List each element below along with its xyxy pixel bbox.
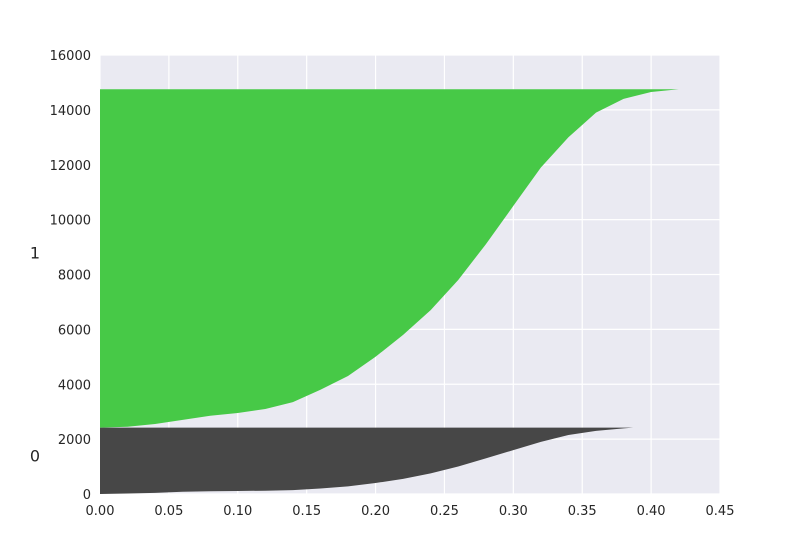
y-tick-label: 0 (83, 488, 91, 503)
x-tick-label: 0.30 (499, 504, 528, 519)
x-tick-label: 0.00 (86, 504, 115, 519)
x-tick-label: 0.05 (154, 504, 183, 519)
y-tick-label: 4000 (58, 378, 91, 393)
x-tick-label: 0.15 (292, 504, 321, 519)
x-tick-label: 0.20 (361, 504, 390, 519)
x-tick-label: 0.10 (223, 504, 252, 519)
y-axis-ticks: 0 2000 4000 6000 8000 10000 12000 14000 16000 (50, 49, 91, 503)
y-tick-label: 14000 (50, 104, 91, 119)
y-tick-label: 8000 (58, 269, 91, 284)
cluster-label: 0 (30, 447, 40, 466)
x-tick-label: 0.35 (568, 504, 597, 519)
cluster-labels: 01 (30, 244, 40, 466)
cluster-1-area (100, 89, 679, 428)
x-axis-ticks: 0.00 0.05 0.10 0.15 0.20 0.25 0.30 0.35 0.40 0.45 (86, 504, 735, 519)
y-tick-label: 10000 (50, 214, 91, 229)
cluster-label: 1 (30, 244, 40, 263)
cluster-areas (100, 89, 679, 494)
y-tick-label: 6000 (58, 323, 91, 338)
y-tick-label: 2000 (58, 433, 91, 448)
x-tick-label: 0.40 (637, 504, 666, 519)
y-tick-label: 16000 (50, 49, 91, 64)
x-tick-label: 0.45 (706, 504, 735, 519)
cluster-0-area (100, 427, 634, 494)
y-tick-label: 12000 (50, 159, 91, 174)
x-tick-label: 0.25 (430, 504, 459, 519)
